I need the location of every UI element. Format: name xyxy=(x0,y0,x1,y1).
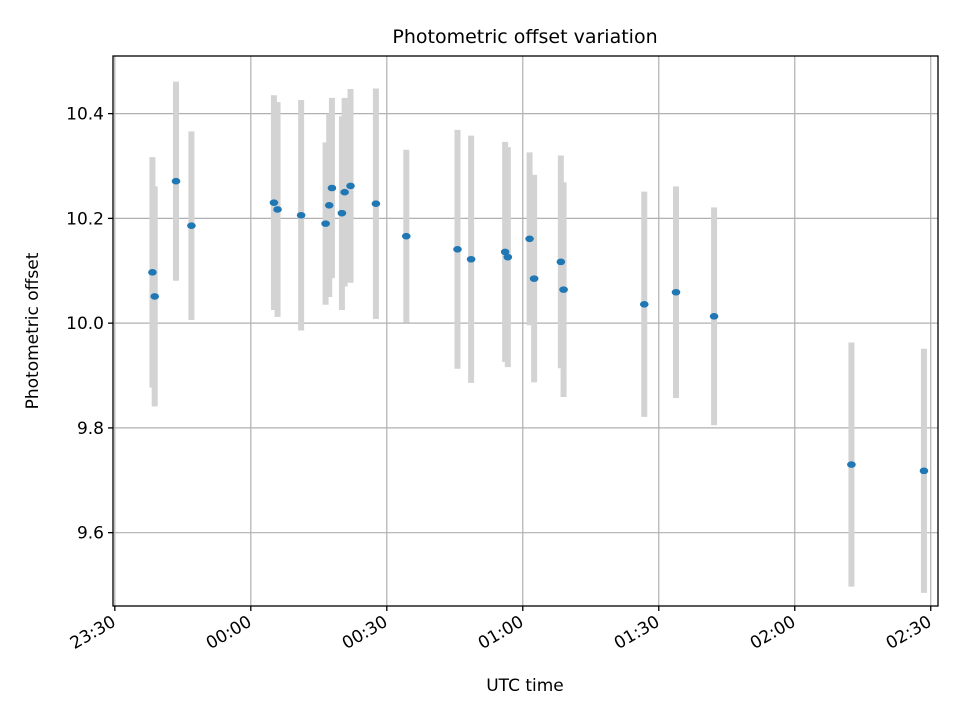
point-layer xyxy=(148,177,929,475)
data-point xyxy=(559,286,568,293)
data-point xyxy=(324,201,334,209)
data-point xyxy=(150,293,160,300)
data-point xyxy=(337,209,347,217)
data-point xyxy=(148,269,157,276)
data-point xyxy=(847,461,856,468)
data-point xyxy=(503,253,513,261)
data-point xyxy=(371,200,381,208)
plot-frame xyxy=(112,55,939,607)
grid-layer xyxy=(113,56,938,606)
data-point xyxy=(709,313,719,320)
x-tick-label: 23:30 xyxy=(67,612,119,654)
tick-layer: 23:30 00:00 00:30 01:00 01:30 02:00 02:30 9.6 9.… xyxy=(66,105,935,654)
x-tick-label: 00:30 xyxy=(339,612,391,654)
data-point xyxy=(269,199,279,206)
chart-title: Photometric offset variation xyxy=(392,26,657,48)
data-point xyxy=(453,245,462,253)
y-axis-label: Photometric offset xyxy=(23,252,43,409)
data-point xyxy=(321,220,330,227)
data-point xyxy=(346,182,355,190)
data-point xyxy=(296,211,306,219)
data-point xyxy=(466,255,476,263)
data-point xyxy=(919,467,929,475)
data-point xyxy=(529,275,539,282)
data-point xyxy=(273,206,282,213)
data-point xyxy=(671,288,681,296)
data-point xyxy=(500,248,510,256)
x-tick-label: 01:00 xyxy=(475,612,527,654)
x-tick-label: 02:00 xyxy=(747,612,799,654)
y-tick-label: 9.6 xyxy=(77,524,104,544)
data-point xyxy=(525,235,534,243)
data-point xyxy=(340,188,349,196)
data-point xyxy=(401,232,411,240)
data-point xyxy=(171,177,181,185)
y-tick-label: 9.8 xyxy=(77,419,104,439)
x-tick-label: 00:00 xyxy=(203,612,255,654)
y-tick-label: 10.0 xyxy=(66,314,104,334)
errorbar-layer xyxy=(149,81,927,593)
data-point xyxy=(327,184,337,192)
x-axis-label: UTC time xyxy=(486,676,564,696)
y-tick-label: 10.2 xyxy=(66,209,104,229)
y-tick-label: 10.4 xyxy=(66,105,104,125)
data-point xyxy=(639,300,649,308)
x-tick-label: 01:30 xyxy=(611,612,663,654)
x-tick-label: 02:30 xyxy=(883,612,935,654)
data-point xyxy=(556,258,566,266)
data-point xyxy=(187,222,196,230)
